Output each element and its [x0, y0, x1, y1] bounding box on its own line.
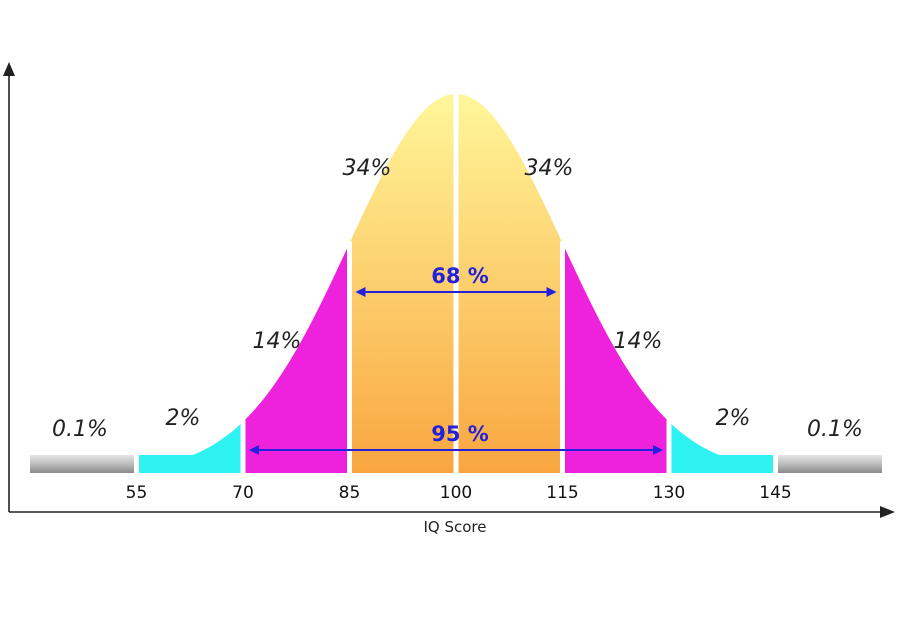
span-right-arrow-icon-1: [653, 445, 663, 455]
axes: [3, 62, 895, 518]
segment-4: [456, 94, 563, 473]
segment-label-5: 14%: [614, 329, 663, 354]
labels-layer: 55 70 85 100 115 130 145 0.1% 2% 14% 34% 34% 14% 2% 0.…: [52, 156, 863, 503]
x-tick-label-3: 100: [440, 483, 472, 503]
span-right-arrow-icon-0: [546, 287, 557, 297]
segment-1: [136, 421, 243, 473]
y-axis-arrow-icon: [3, 62, 15, 76]
span-left-arrow-icon-1: [249, 445, 259, 455]
span-0: 68 %: [355, 264, 557, 297]
segment-5: [562, 243, 669, 473]
segment-label-6: 2%: [716, 406, 751, 431]
segment-label-4: 34%: [525, 156, 574, 181]
x-tick-label-2: 85: [339, 483, 361, 503]
spans-layer: 68 % 95 %: [249, 264, 663, 455]
segment-6: [669, 421, 776, 473]
span-1: 95 %: [249, 422, 663, 455]
segment-label-2: 14%: [253, 329, 302, 354]
segment-3: [349, 94, 456, 473]
span-label-0: 68 %: [431, 264, 489, 288]
span-label-1: 95 %: [431, 422, 489, 446]
segment-label-3: 34%: [343, 156, 392, 181]
segment-2: [243, 243, 350, 473]
x-tick-label-5: 130: [653, 483, 685, 503]
span-left-arrow-icon-0: [355, 287, 366, 297]
x-tick-label-6: 145: [759, 483, 791, 503]
segments-layer: [30, 94, 882, 473]
segment-label-7: 0.1%: [807, 417, 863, 442]
x-axis-label: IQ Score: [423, 518, 486, 536]
x-tick-label-4: 115: [546, 483, 578, 503]
segment-7: [775, 455, 882, 473]
segment-0: [30, 455, 137, 473]
dividers-layer: [134, 92, 778, 474]
x-tick-label-0: 55: [126, 483, 148, 503]
x-axis-arrow-icon: [880, 506, 895, 518]
segment-label-0: 0.1%: [52, 417, 108, 442]
x-tick-label-1: 70: [232, 483, 254, 503]
segment-label-1: 2%: [166, 406, 201, 431]
